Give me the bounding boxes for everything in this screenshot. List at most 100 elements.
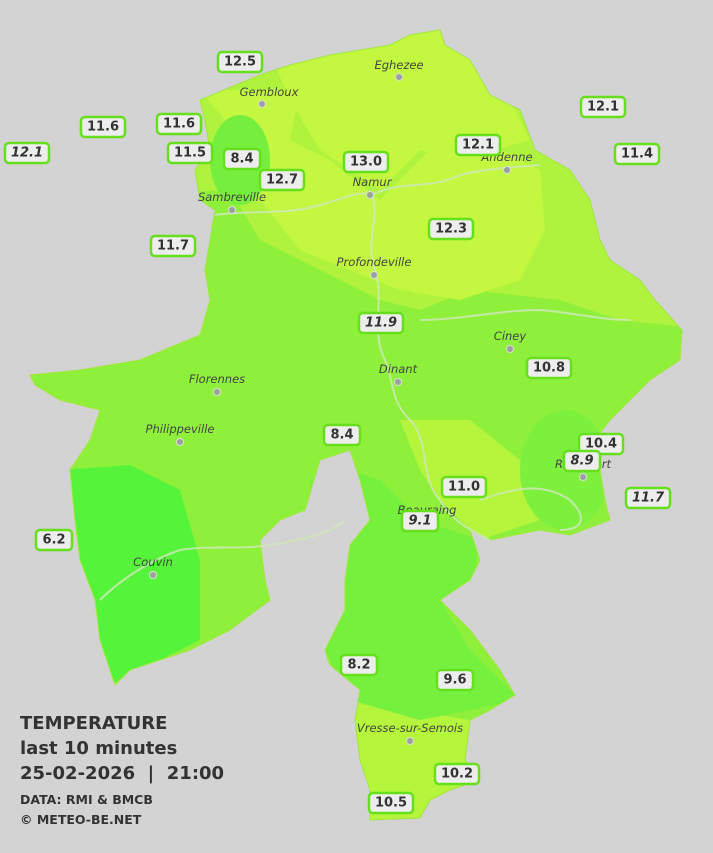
station-box (367, 791, 415, 815)
town-label: Ciney (494, 329, 527, 343)
station: 12.1 (579, 95, 627, 119)
title: TEMPERATURE (20, 713, 167, 734)
station: 9.6 (435, 668, 475, 692)
station-box (339, 653, 379, 677)
station: 10.8 (525, 356, 573, 380)
station-box (400, 509, 440, 533)
station-value: 10.2 (441, 767, 473, 782)
station: 11.9 (357, 311, 405, 335)
town-dot (366, 191, 374, 199)
station: 11.7 (149, 234, 197, 258)
town-dot (406, 737, 414, 745)
station-box (155, 112, 203, 136)
station-value: 13.0 (350, 155, 382, 170)
station-box (166, 141, 214, 165)
station-value: 12.3 (435, 222, 467, 237)
station-box (579, 95, 627, 119)
station-box (525, 356, 573, 380)
station-value: 12.1 (587, 100, 619, 115)
subtitle: last 10 minutes (20, 738, 177, 759)
town-label: Eghezee (374, 58, 423, 72)
station: 11.0 (440, 475, 488, 499)
town-label: Dinant (379, 362, 418, 376)
station: 12.1 (3, 141, 51, 165)
station-value: 11.6 (163, 117, 195, 132)
station: 10.4 (577, 432, 625, 456)
station-value: 8.4 (230, 152, 253, 167)
town-dot (394, 378, 402, 386)
town-label: Philippeville (146, 422, 215, 436)
town-dot (579, 473, 587, 481)
station-box (322, 423, 362, 447)
station-box (440, 475, 488, 499)
station: 10.5 (367, 791, 415, 815)
station-value: 9.1 (408, 514, 431, 529)
data-source: DATA: RMI & BMCB (20, 792, 153, 807)
station-box (79, 115, 127, 139)
copyright: © METEO-BE.NET (20, 812, 142, 827)
town-dot (258, 100, 266, 108)
station-value: 11.9 (365, 316, 397, 331)
town-label: Profondeville (337, 255, 412, 269)
town-dot (213, 388, 221, 396)
station-value: 11.0 (448, 480, 480, 495)
station-value: 8.4 (330, 428, 353, 443)
station-value: 11.5 (174, 146, 206, 161)
town-dot (395, 73, 403, 81)
station-box (258, 168, 306, 192)
station: 11.7 (624, 486, 672, 510)
station-box (562, 449, 602, 473)
station-box (435, 668, 475, 692)
station: 12.7 (258, 168, 306, 192)
station-value: 12.1 (11, 146, 43, 161)
station-box (342, 150, 390, 174)
station-value: 12.5 (224, 55, 256, 70)
station: 10.2 (433, 762, 481, 786)
station: 6.2 (34, 528, 74, 552)
station: 11.5 (166, 141, 214, 165)
station: 9.1 (400, 509, 440, 533)
datetime: 25-02-2026 | 21:00 (20, 763, 224, 784)
station-box (357, 311, 405, 335)
town-dot (149, 571, 157, 579)
station-box (222, 147, 262, 171)
station-value: 6.2 (42, 533, 65, 548)
station-value: 12.1 (462, 138, 494, 153)
station-value: 10.4 (585, 437, 617, 452)
station: 8.4 (222, 147, 262, 171)
town-label: Gembloux (240, 85, 299, 99)
town-dot (176, 438, 184, 446)
town-label: Namur (353, 175, 393, 189)
station: 8.9 (562, 449, 602, 473)
station: 12.3 (427, 217, 475, 241)
town-dot (503, 166, 511, 174)
town-dot (506, 345, 514, 353)
town-dot (228, 206, 236, 214)
station-box (149, 234, 197, 258)
station-box (34, 528, 74, 552)
station: 12.1 (454, 133, 502, 157)
town-label: Sambreville (198, 190, 266, 204)
station-value: 10.5 (375, 796, 407, 811)
station-box (454, 133, 502, 157)
stations: 12.5 11.6 11.6 12.1 11.5 8.4 12.7 13.0 12.1 12.1 1… (3, 50, 672, 815)
station-box (216, 50, 264, 74)
station: 12.5 (216, 50, 264, 74)
station-value: 10.8 (533, 361, 565, 376)
town-label: Couvin (133, 555, 173, 569)
town-dot (370, 271, 378, 279)
station-value: 11.4 (621, 147, 653, 162)
station-value: 11.7 (157, 239, 189, 254)
station-value: 9.6 (443, 673, 466, 688)
station: 11.4 (613, 142, 661, 166)
station-value: 12.7 (266, 173, 298, 188)
station: 11.6 (155, 112, 203, 136)
station: 8.2 (339, 653, 379, 677)
station-box (427, 217, 475, 241)
station-value: 11.7 (632, 491, 665, 506)
station-box (433, 762, 481, 786)
station-box (613, 142, 661, 166)
station-box (3, 141, 51, 165)
station-value: 8.9 (570, 454, 593, 469)
